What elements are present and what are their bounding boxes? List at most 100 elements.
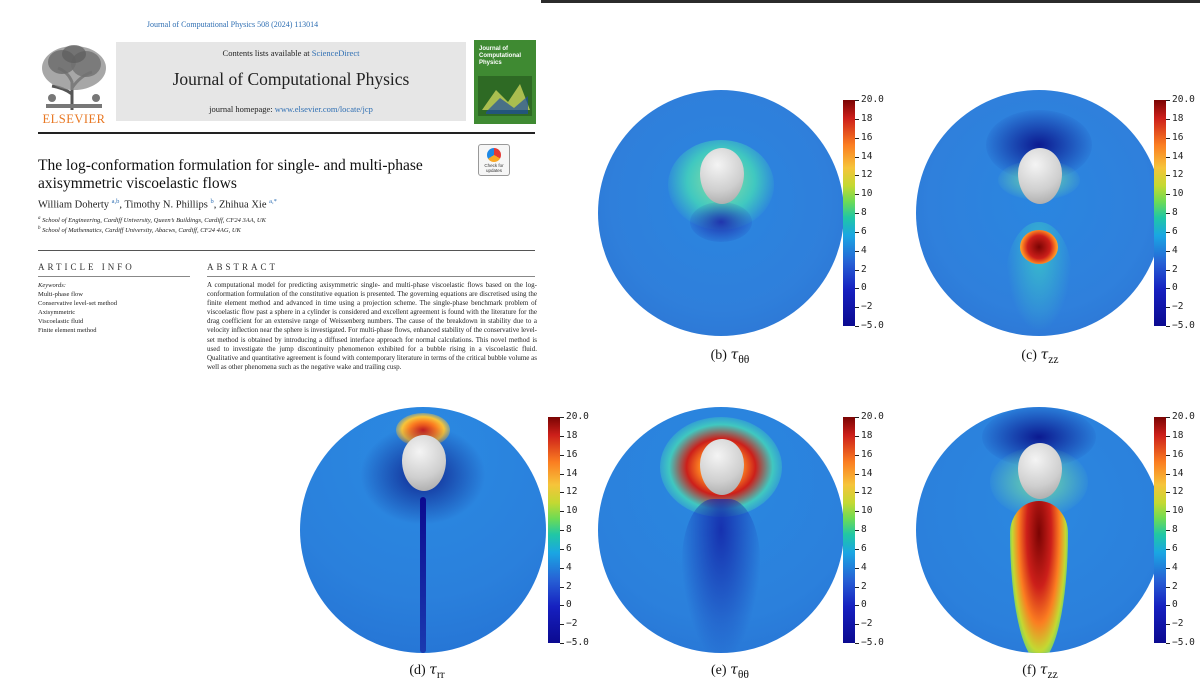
colorbar-tick — [1166, 270, 1170, 271]
paper-title: The log-conformation formulation for sin… — [38, 157, 468, 193]
keyword-item: Viscoelastic fluid — [38, 318, 84, 325]
colorbar-tick-label: 16 — [861, 132, 873, 143]
colorbar-tick — [855, 251, 859, 252]
caption-subscript: zz — [1047, 667, 1058, 681]
caption-symbol: τ — [1040, 347, 1049, 363]
colorbar-tick-label: 8 — [861, 207, 867, 218]
colorbar-tick-label: 2 — [566, 581, 572, 592]
colorbar-tick-label: −5.0 — [566, 637, 589, 648]
abstract-text: A computational model for predicting axi… — [207, 281, 537, 371]
colorbar-tick — [560, 417, 564, 418]
colorbar-tick-label: 0 — [861, 282, 867, 293]
author-name[interactable]: Zhihua Xie — [218, 199, 267, 211]
author-affiliation-marker[interactable]: b — [210, 198, 214, 205]
stress-wake — [690, 202, 752, 242]
keyword-item: Finite element method — [38, 327, 97, 334]
colorbar-tick-label: 4 — [566, 562, 572, 573]
colorbar-tick — [855, 232, 859, 233]
colorbar-tick-label: 4 — [861, 562, 867, 573]
colorbar-tick — [1166, 307, 1170, 308]
colorbar-tick-label: 20.0 — [861, 411, 884, 422]
bubble-sphere — [1018, 148, 1062, 204]
caption-subscript: θθ — [737, 667, 749, 681]
colorbar-tick — [855, 417, 859, 418]
colorbar-tick — [1166, 455, 1170, 456]
colorbar-tick — [1166, 474, 1170, 475]
colorbar-tick-label: 10 — [566, 505, 578, 516]
affiliation: b School of Mathematics, Cardiff Univers… — [38, 226, 478, 234]
figure-caption: (b) τθθ — [670, 347, 790, 366]
colorbar-tick-label: 0 — [861, 599, 867, 610]
colorbar-tick-label: 18 — [1172, 113, 1184, 124]
colorbar-tick — [1166, 213, 1170, 214]
colorbar-tick-label: 20.0 — [861, 94, 884, 105]
abstract-rule — [207, 276, 535, 277]
check-for-updates-badge[interactable]: Check for updates — [478, 144, 510, 176]
colorbar-tick — [560, 530, 564, 531]
colorbar-tick — [855, 119, 859, 120]
colorbar-tick — [855, 530, 859, 531]
stress-wake — [682, 499, 760, 653]
caption-symbol: τ — [730, 347, 739, 363]
colorbar-tick — [855, 436, 859, 437]
bubble-sphere — [700, 439, 744, 495]
caption-subscript: rr — [436, 667, 445, 681]
colorbar-tick — [855, 455, 859, 456]
colorbar-tick — [855, 511, 859, 512]
colorbar-tick-label: 0 — [1172, 599, 1178, 610]
colorbar-tick-label: −5.0 — [1172, 320, 1195, 331]
colorbar-tick — [1166, 605, 1170, 606]
colorbar-tick — [560, 492, 564, 493]
caption-label: (e) — [711, 663, 727, 678]
journal-citation[interactable]: Journal of Computational Physics 508 (20… — [146, 20, 319, 29]
colorbar-tick — [855, 288, 859, 289]
colorbar-tick-label: 2 — [1172, 581, 1178, 592]
colorbar-tick — [855, 492, 859, 493]
top-divider — [541, 0, 1200, 3]
author-affiliation-marker[interactable]: a,* — [269, 198, 277, 205]
article-info-rule — [38, 276, 190, 277]
colorbar-tick-label: 8 — [1172, 207, 1178, 218]
colorbar-tick-label: −5.0 — [861, 320, 884, 331]
colorbar — [1154, 417, 1166, 643]
author-name[interactable]: William Doherty — [38, 199, 110, 211]
colorbar-tick-label: 12 — [861, 169, 873, 180]
colorbar-tick — [560, 474, 564, 475]
keyword-item: Multi-phase flow — [38, 291, 83, 298]
colorbar-tick — [560, 511, 564, 512]
bubble-sphere — [700, 148, 744, 204]
contents-prefix: Contents lists available at — [222, 48, 312, 58]
stress-trailing-line — [420, 497, 426, 653]
colorbar-tick — [855, 643, 859, 644]
journal-cover-image: Journal of Computational Physics — [474, 40, 536, 124]
journal-title: Journal of Computational Physics — [172, 69, 410, 89]
affiliation-text: School of Engineering, Cardiff Universit… — [42, 217, 266, 225]
contents-line: Contents lists available at ScienceDirec… — [116, 48, 466, 58]
colorbar-tick-label: 10 — [861, 188, 873, 199]
stress-tail — [1010, 501, 1068, 653]
colorbar-tick-label: −5.0 — [1172, 637, 1195, 648]
paper-title-line-1: The log-conformation formulation for sin… — [38, 157, 423, 174]
colorbar-tick — [1166, 232, 1170, 233]
author-affiliation-marker[interactable]: a,b — [111, 198, 120, 205]
colorbar-tick — [1166, 138, 1170, 139]
journal-banner: Contents lists available at ScienceDirec… — [116, 42, 466, 121]
figure-caption: (d) τrr — [367, 662, 487, 681]
caption-symbol: τ — [730, 662, 738, 678]
affiliation-marker: a — [38, 216, 41, 221]
colorbar-tick — [855, 474, 859, 475]
colorbar-tick-label: 8 — [566, 524, 572, 535]
sciencedirect-link[interactable]: ScienceDirect — [311, 48, 360, 58]
section-rule — [38, 250, 535, 251]
colorbar-tick — [855, 587, 859, 588]
colorbar-tick — [855, 568, 859, 569]
caption-subscript: zz — [1048, 352, 1059, 366]
colorbar-tick — [560, 605, 564, 606]
colorbar-tick — [1166, 100, 1170, 101]
homepage-link[interactable]: www.elsevier.com/locate/jcp — [274, 104, 373, 114]
bubble-sphere — [1018, 443, 1062, 499]
colorbar — [843, 100, 855, 326]
author-name[interactable]: Timothy N. Phillips — [124, 199, 208, 211]
colorbar-tick — [855, 307, 859, 308]
colorbar-tick-label: 14 — [1172, 468, 1184, 479]
